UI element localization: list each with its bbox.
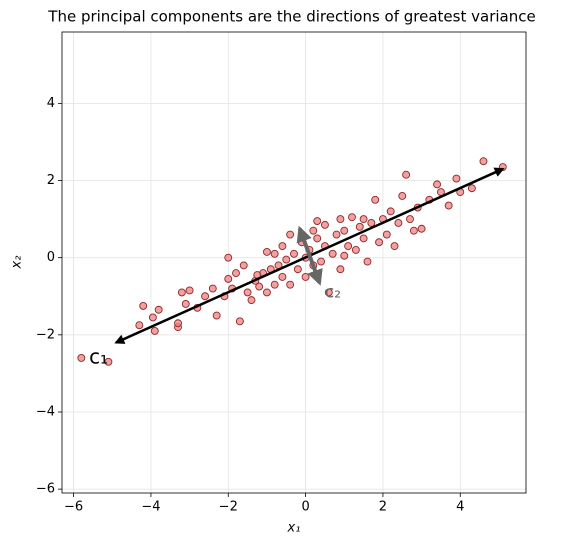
point: [382, 230, 391, 239]
point: [150, 327, 159, 335]
point: [452, 174, 461, 183]
point: [262, 288, 271, 297]
component-label: c₁: [89, 344, 108, 368]
point: [286, 280, 295, 289]
point: [394, 219, 403, 227]
point: [317, 257, 326, 266]
point: [232, 269, 240, 278]
y-axis-label: x₂: [10, 256, 25, 270]
x-axis-label: x₁: [287, 521, 301, 536]
point: [348, 213, 356, 222]
point: [104, 357, 113, 366]
point: [406, 215, 414, 224]
point: [278, 242, 287, 251]
plot-frame: [61, 31, 527, 494]
point: [243, 288, 252, 297]
point: [270, 249, 279, 258]
chart-title: The principal components are the directi…: [47, 8, 535, 26]
point: [359, 215, 368, 224]
x-tick-label: 0: [301, 500, 309, 515]
y-tick-label: −2: [36, 327, 55, 342]
component-label: c₂: [325, 282, 341, 302]
y-tick-label: −4: [36, 404, 55, 419]
point: [467, 184, 476, 193]
point: [344, 242, 353, 251]
point: [386, 207, 395, 216]
point: [351, 246, 360, 254]
x-tick-label: −2: [219, 500, 238, 515]
point: [270, 280, 279, 289]
point: [340, 251, 349, 260]
point: [390, 242, 399, 251]
point: [185, 286, 194, 295]
point: [247, 296, 256, 305]
point: [336, 215, 345, 224]
point: [224, 253, 233, 262]
point: [278, 273, 287, 281]
y-tick-label: 4: [47, 96, 55, 111]
point: [309, 226, 318, 235]
point: [433, 180, 442, 189]
point: [320, 220, 329, 229]
point: [235, 317, 244, 326]
point: [282, 255, 291, 264]
point: [255, 282, 264, 291]
point: [139, 301, 148, 310]
point: [444, 201, 453, 210]
point: [293, 265, 302, 274]
point: [208, 284, 217, 293]
point: [148, 313, 157, 322]
y-tick-label: −6: [36, 482, 55, 497]
point: [239, 261, 248, 270]
point: [359, 234, 368, 243]
point: [479, 157, 488, 166]
point: [371, 195, 380, 204]
x-tick-label: −4: [141, 500, 160, 515]
x-tick-label: 4: [456, 500, 464, 515]
point: [332, 230, 341, 239]
point: [212, 311, 221, 320]
point: [398, 192, 407, 200]
x-tick-label: −6: [64, 500, 83, 515]
point: [417, 224, 426, 233]
point: [340, 226, 349, 235]
point: [375, 238, 384, 247]
x-tick-label: 2: [379, 500, 387, 515]
point: [409, 226, 418, 235]
point: [355, 222, 364, 231]
point: [313, 217, 322, 225]
point: [290, 249, 298, 258]
point: [301, 273, 310, 281]
point: [77, 354, 86, 362]
point: [336, 265, 345, 274]
point: [262, 247, 271, 256]
component-arrow: [296, 225, 323, 286]
point: [154, 305, 163, 314]
point: [224, 274, 233, 283]
point: [177, 288, 186, 297]
point: [135, 321, 144, 330]
point: [367, 219, 376, 227]
point: [181, 300, 190, 308]
point: [174, 319, 182, 328]
point: [201, 292, 210, 301]
point: [363, 257, 372, 266]
y-tick-label: 0: [47, 250, 55, 265]
point: [286, 230, 295, 239]
point: [328, 249, 337, 258]
y-tick-label: 2: [47, 173, 55, 188]
point: [402, 170, 411, 179]
point: [313, 234, 322, 243]
